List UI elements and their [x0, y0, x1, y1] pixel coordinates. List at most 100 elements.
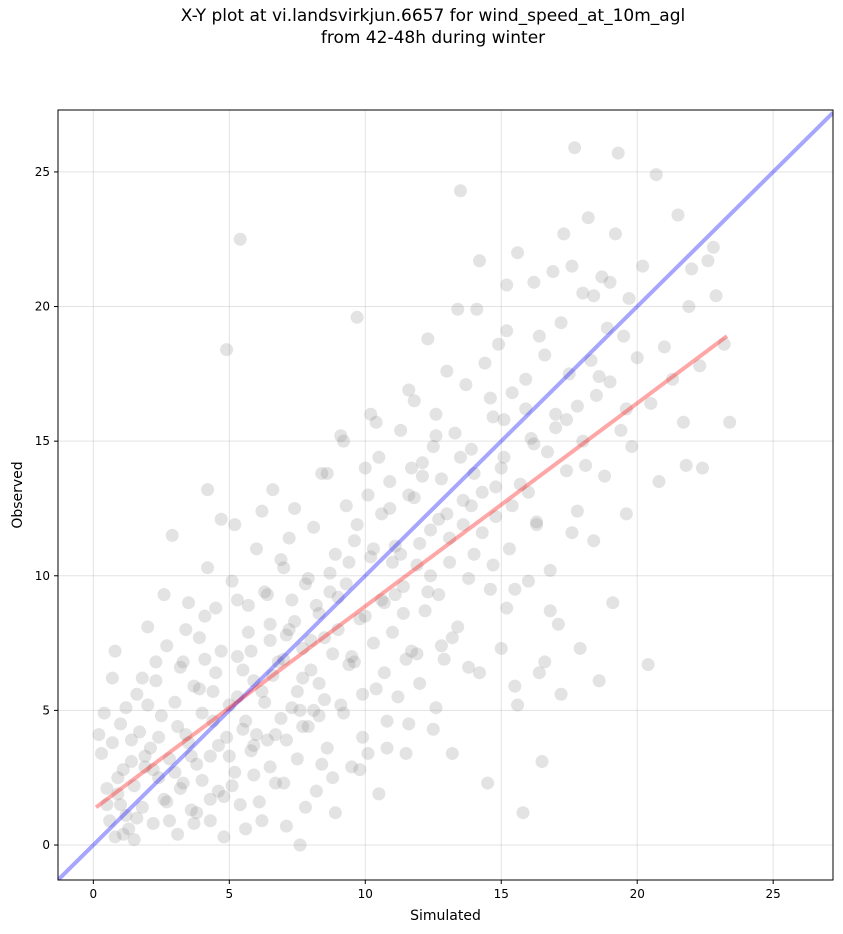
data-point [685, 262, 699, 276]
data-point [546, 265, 560, 279]
data-point [394, 547, 408, 561]
data-point [236, 663, 250, 677]
data-point [475, 485, 489, 499]
y-tick-label: 25 [35, 165, 50, 179]
data-point [560, 413, 574, 427]
data-point [516, 806, 530, 820]
data-point [192, 631, 206, 645]
data-point [345, 650, 359, 664]
data-point [220, 343, 234, 357]
data-point [312, 676, 326, 690]
data-point [114, 717, 128, 731]
data-point [285, 593, 299, 607]
chart-title-line-1: X-Y plot at vi.landsvirkjun.6657 for win… [180, 6, 686, 26]
data-point [554, 316, 568, 330]
data-point [483, 391, 497, 405]
data-point [369, 415, 383, 429]
data-point [274, 711, 288, 725]
data-point [451, 302, 465, 316]
data-point [301, 571, 315, 585]
data-point [157, 588, 171, 602]
data-point [124, 733, 138, 747]
data-point [247, 738, 261, 752]
data-point [535, 755, 549, 769]
data-point [309, 784, 323, 798]
grid-lines [58, 110, 833, 880]
data-point [141, 620, 155, 634]
regression-line [94, 334, 729, 809]
data-point [429, 407, 443, 421]
data-point [97, 706, 111, 720]
data-point [717, 337, 731, 351]
data-point [424, 523, 438, 537]
data-point [592, 674, 606, 688]
data-point [119, 808, 133, 822]
data-point [307, 703, 321, 717]
data-point [619, 507, 633, 521]
data-point [617, 329, 631, 343]
x-tick-label: 5 [225, 887, 233, 901]
data-point [701, 254, 715, 268]
data-point [456, 493, 470, 507]
data-point [443, 531, 457, 545]
data-point [644, 396, 658, 410]
data-point [573, 641, 587, 655]
data-point [358, 461, 372, 475]
data-point [201, 483, 215, 497]
data-point [228, 765, 242, 779]
data-point [551, 617, 565, 631]
data-point [198, 609, 212, 623]
data-point [521, 485, 535, 499]
data-point [171, 827, 185, 841]
data-point [279, 733, 293, 747]
data-point [587, 289, 601, 303]
data-point [361, 488, 375, 502]
data-point [584, 353, 598, 367]
data-point [356, 730, 370, 744]
data-point [500, 601, 514, 615]
data-point [603, 375, 617, 389]
data-point [301, 720, 315, 734]
x-axis-label: Simulated [410, 908, 481, 924]
data-point [562, 367, 576, 381]
data-point [399, 652, 413, 666]
data-point [579, 458, 593, 472]
data-point [293, 838, 307, 852]
data-point [421, 332, 435, 346]
data-point [230, 690, 244, 704]
data-point [244, 744, 258, 758]
data-point [565, 259, 579, 273]
data-point [241, 625, 255, 639]
reference-lines [58, 111, 833, 880]
data-point [570, 399, 584, 413]
data-point [432, 588, 446, 602]
y-tick-label: 0 [42, 838, 50, 852]
plot-frame [57, 109, 834, 881]
data-point [141, 698, 155, 712]
data-point [622, 291, 636, 305]
data-point [111, 787, 125, 801]
data-point [440, 507, 454, 521]
data-point [693, 359, 707, 373]
data-point [187, 816, 201, 830]
data-point [312, 709, 326, 723]
data-point [241, 598, 255, 612]
data-point [130, 687, 144, 701]
data-point [293, 703, 307, 717]
y-tick-label: 15 [35, 434, 50, 448]
data-point [472, 254, 486, 268]
data-point [209, 601, 223, 615]
data-point [402, 717, 416, 731]
data-point [263, 760, 277, 774]
data-point [451, 620, 465, 634]
data-point [119, 701, 133, 715]
data-point [366, 542, 380, 556]
data-point [201, 561, 215, 575]
data-point [709, 289, 723, 303]
data-point [347, 655, 361, 669]
data-point [502, 542, 516, 556]
data-point [407, 491, 421, 505]
data-point [317, 631, 331, 645]
data-point [530, 515, 544, 529]
data-point [383, 475, 397, 489]
